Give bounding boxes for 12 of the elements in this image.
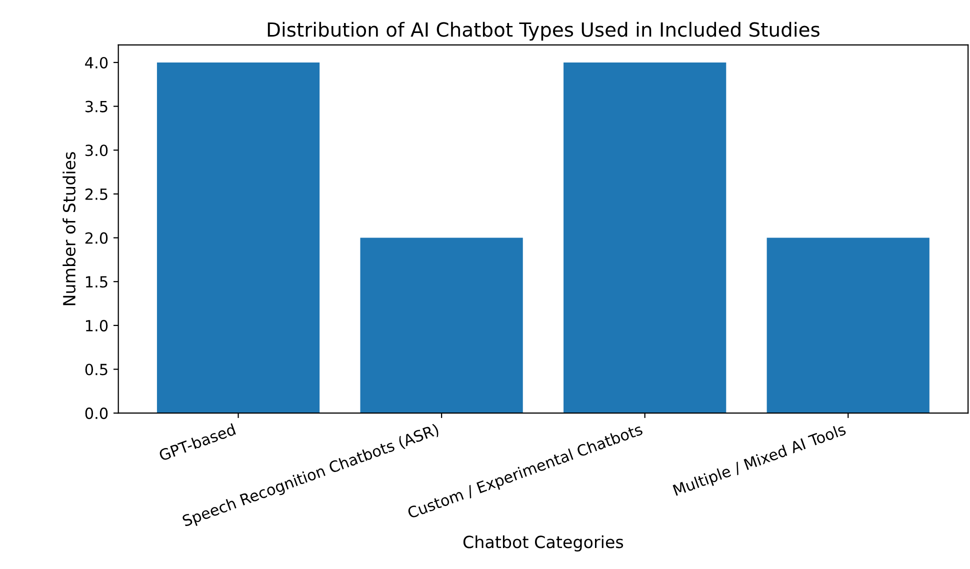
y-tick-label: 3.5 [85, 100, 108, 112]
y-tick-label: 3.0 [85, 144, 108, 156]
y-tick-label: 1.5 [86, 276, 108, 288]
y-tick-label: 4.0 [85, 56, 108, 69]
y-tick-label: 1.0 [86, 320, 108, 332]
chart-title: Distribution of AI Chatbot Types Used in Included Studies [268, 22, 820, 41]
y-axis-title: Number of Studies [62, 152, 76, 306]
x-axis-title: Chatbot Categories [463, 535, 624, 552]
y-tick-label: 2.5 [85, 188, 108, 200]
y-tick-label: 0.5 [85, 364, 108, 376]
y-tick-label: 2.0 [85, 232, 108, 244]
y-tick-label: 0.0 [85, 408, 108, 420]
